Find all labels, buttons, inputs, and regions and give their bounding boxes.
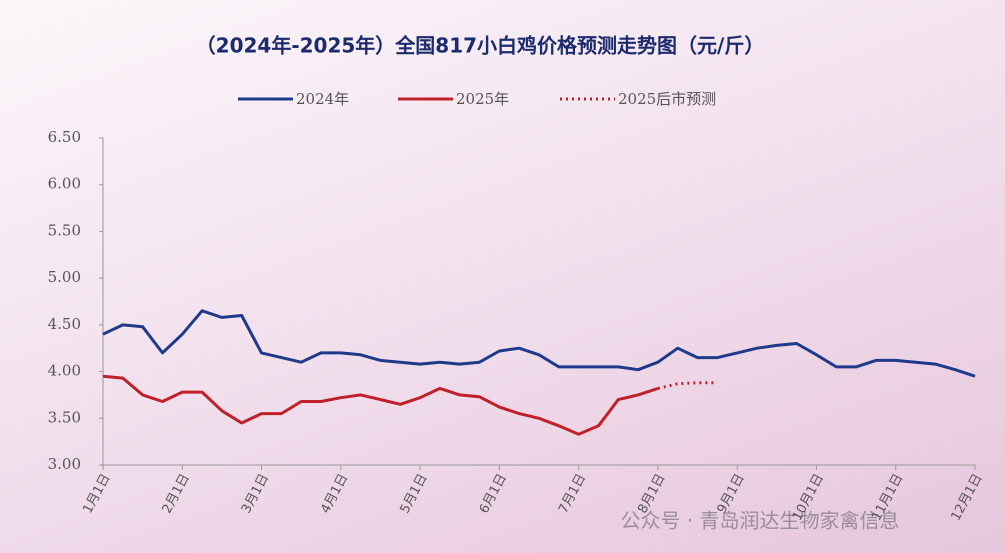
y-tick-label: 6.50 bbox=[48, 128, 81, 146]
y-tick-label: 5.50 bbox=[48, 221, 81, 239]
y-tick-label: 4.50 bbox=[48, 315, 81, 333]
series-line bbox=[657, 381, 718, 390]
x-tick-label: 2月1日 bbox=[160, 471, 193, 516]
legend-label: 2025年 bbox=[456, 90, 509, 108]
y-tick-label: 3.00 bbox=[48, 455, 81, 473]
x-tick-label: 1月1日 bbox=[80, 471, 113, 516]
y-tick-label: 3.50 bbox=[48, 408, 81, 426]
watermark: 公众号 · 青岛润达生物家禽信息 bbox=[620, 509, 899, 533]
x-tick-label: 12月1日 bbox=[949, 471, 986, 523]
y-tick-label: 6.00 bbox=[48, 175, 81, 193]
y-tick-label: 4.00 bbox=[48, 362, 81, 380]
series-line bbox=[102, 309, 976, 378]
x-tick-label: 6月1日 bbox=[477, 471, 510, 516]
legend-label: 2025后市预测 bbox=[618, 90, 716, 108]
x-tick-label: 3月1日 bbox=[239, 471, 272, 516]
chart-title: （2024年-2025年）全国817小白鸡价格预测走势图（元/斤） bbox=[196, 34, 765, 58]
y-tick-label: 5.00 bbox=[48, 268, 81, 286]
x-tick-label: 5月1日 bbox=[397, 471, 430, 516]
x-tick-label: 4月1日 bbox=[318, 471, 351, 516]
series-line bbox=[102, 374, 659, 436]
legend-label: 2024年 bbox=[296, 90, 349, 108]
x-tick-label: 7月1日 bbox=[556, 471, 589, 516]
